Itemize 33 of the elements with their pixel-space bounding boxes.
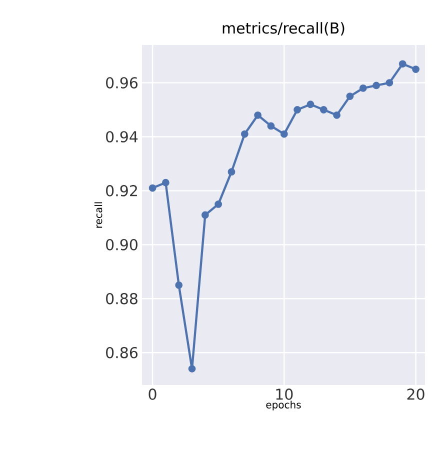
point — [240, 130, 248, 138]
point — [386, 79, 394, 86]
y-tick-label: 0.96 — [106, 77, 138, 88]
y-tick-label: 0.90 — [106, 239, 138, 250]
point — [175, 281, 183, 289]
point — [294, 106, 302, 114]
point — [148, 184, 156, 192]
point — [320, 106, 328, 114]
y-tick-label: 0.86 — [106, 346, 138, 358]
point — [188, 365, 196, 373]
x-tick-label: 20 — [407, 388, 424, 400]
chart-title: metrics/recall(B) — [222, 22, 344, 36]
point — [346, 92, 354, 100]
point — [214, 200, 222, 208]
y-tick-label: 0.88 — [106, 292, 138, 304]
point — [201, 211, 209, 219]
y-axis-title: recall — [94, 202, 102, 228]
x-tick-label: 0 — [148, 388, 156, 400]
point — [254, 111, 262, 119]
point — [398, 60, 406, 68]
point — [280, 130, 288, 138]
point — [306, 100, 314, 108]
point — [359, 84, 367, 92]
point — [267, 122, 275, 130]
point — [372, 82, 380, 90]
point — [228, 168, 236, 176]
y-tick-label: 0.92 — [106, 185, 137, 196]
point — [162, 178, 170, 186]
x-tick-label: 10 — [276, 388, 293, 400]
point — [333, 111, 341, 119]
point — [412, 66, 420, 73]
x-axis-title: epochs — [266, 400, 301, 410]
y-tick-label: 0.94 — [106, 131, 138, 142]
